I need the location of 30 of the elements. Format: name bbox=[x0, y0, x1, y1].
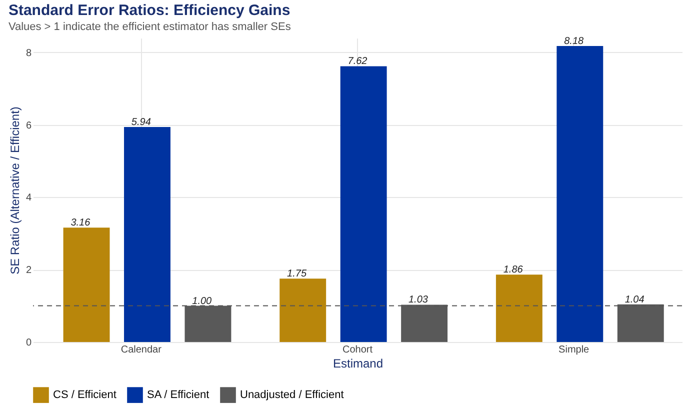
data-label: 1.00 bbox=[192, 296, 212, 307]
data-label: 3.16 bbox=[70, 218, 91, 229]
chart-subtitle: Values > 1 indicate the efficient estimator has smaller SEs bbox=[8, 20, 292, 33]
data-label: 1.04 bbox=[624, 294, 645, 306]
data-label: 1.03 bbox=[408, 294, 428, 306]
bar bbox=[496, 274, 542, 342]
y-tick-label: 6 bbox=[26, 120, 32, 132]
x-tick-label: Simple bbox=[558, 344, 590, 356]
legend-label: CS / Efficient bbox=[53, 389, 116, 402]
data-label: 1.86 bbox=[503, 264, 524, 276]
data-label: 8.18 bbox=[564, 36, 584, 47]
bar bbox=[340, 66, 387, 342]
x-tick-label: Calendar bbox=[120, 344, 162, 356]
y-tick-label: 0 bbox=[26, 338, 32, 348]
bar bbox=[124, 127, 170, 342]
x-axis-title: Estimand bbox=[332, 356, 384, 370]
y-tick-label: 4 bbox=[26, 192, 32, 204]
data-label: 7.62 bbox=[348, 56, 368, 68]
data-label: 1.75 bbox=[287, 268, 307, 280]
y-tick-label: 2 bbox=[26, 265, 32, 276]
legend-label: SA / Efficient bbox=[147, 389, 210, 402]
chart-title: Standard Error Ratios: Efficiency Gains bbox=[8, 2, 290, 19]
bar bbox=[556, 46, 604, 342]
data-label: 5.94 bbox=[131, 117, 152, 128]
bar bbox=[63, 228, 110, 342]
legend-label: Unadjusted / Efficient bbox=[240, 389, 344, 402]
y-axis-title: SE Ratio (Alternative / Efficient) bbox=[8, 106, 22, 274]
x-tick-label: Cohort bbox=[342, 344, 373, 356]
bar bbox=[280, 278, 326, 342]
y-tick-label: 8 bbox=[26, 48, 32, 59]
